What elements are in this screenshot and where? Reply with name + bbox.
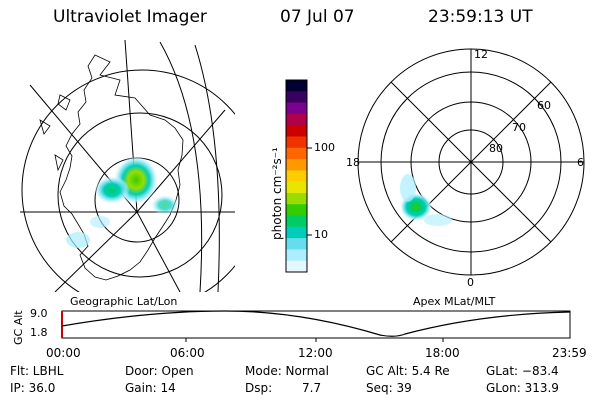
colorbar-band	[286, 91, 307, 104]
status-seq: Seq: 39	[366, 381, 412, 395]
time-tick-2359: 23:59	[552, 346, 587, 360]
status-dsp-label: Dsp:	[245, 381, 273, 395]
colorbar-band	[286, 260, 307, 273]
mlt-label-6: 6	[577, 156, 584, 169]
status-ip: IP: 36.0	[10, 381, 56, 395]
colorbar-band	[286, 215, 307, 228]
colorbar-band	[286, 80, 307, 92]
status-door: Door: Open	[125, 364, 194, 378]
mlt-label-12: 12	[474, 48, 488, 61]
colorbar-band	[286, 238, 307, 250]
colorbar-band	[286, 159, 307, 171]
time-tick-0600: 06:00	[170, 346, 205, 360]
polar-panel-caption: Apex MLat/MLT	[413, 295, 496, 308]
altitude-axis-label: GC Alt	[12, 310, 25, 345]
header-time: 23:59:13 UT	[428, 7, 533, 27]
mlt-label-18: 18	[346, 156, 360, 169]
status-filter: Flt: LBHL	[10, 364, 64, 378]
time-tick-1200: 12:00	[298, 346, 333, 360]
colorbar-tick-100: 100	[314, 141, 335, 154]
mlt-label-0: 0	[467, 276, 474, 289]
instrument-title: Ultraviolet Imager	[53, 7, 207, 27]
colorbar-band	[286, 147, 307, 160]
mlat-label-60: 60	[537, 99, 551, 112]
status-dsp-value: 7.7	[302, 381, 322, 395]
colorbar-band	[286, 136, 307, 149]
altitude-tick-9: 9.0	[30, 307, 48, 320]
colorbar-band	[286, 113, 307, 126]
colorbar-band	[286, 170, 307, 183]
colorbar-band	[286, 226, 307, 239]
colorbar-band	[286, 192, 307, 205]
time-tick-1800: 18:00	[425, 346, 460, 360]
colorbar-band	[286, 249, 307, 262]
altitude-tick-1-8: 1.8	[30, 326, 48, 339]
geo-panel-caption: Geographic Lat/Lon	[70, 295, 178, 308]
header-date: 07 Jul 07	[280, 7, 355, 27]
status-glon: GLon: 313.9	[486, 381, 559, 395]
colorbar-band	[286, 181, 307, 194]
status-gain: Gain: 14	[125, 381, 176, 395]
time-tick-0000: 00:00	[46, 346, 81, 360]
status-glat: GLat: −83.4	[486, 364, 559, 378]
mlat-label-80: 80	[489, 142, 503, 155]
colorbar-band	[286, 102, 307, 115]
status-mode: Mode: Normal	[245, 364, 329, 378]
colorbar-band	[286, 125, 307, 137]
colorbar-tick-10: 10	[314, 228, 328, 241]
colorbar-band	[286, 204, 307, 217]
status-gc-alt: GC Alt: 5.4 Re	[366, 364, 450, 378]
mlat-label-70: 70	[512, 121, 526, 134]
